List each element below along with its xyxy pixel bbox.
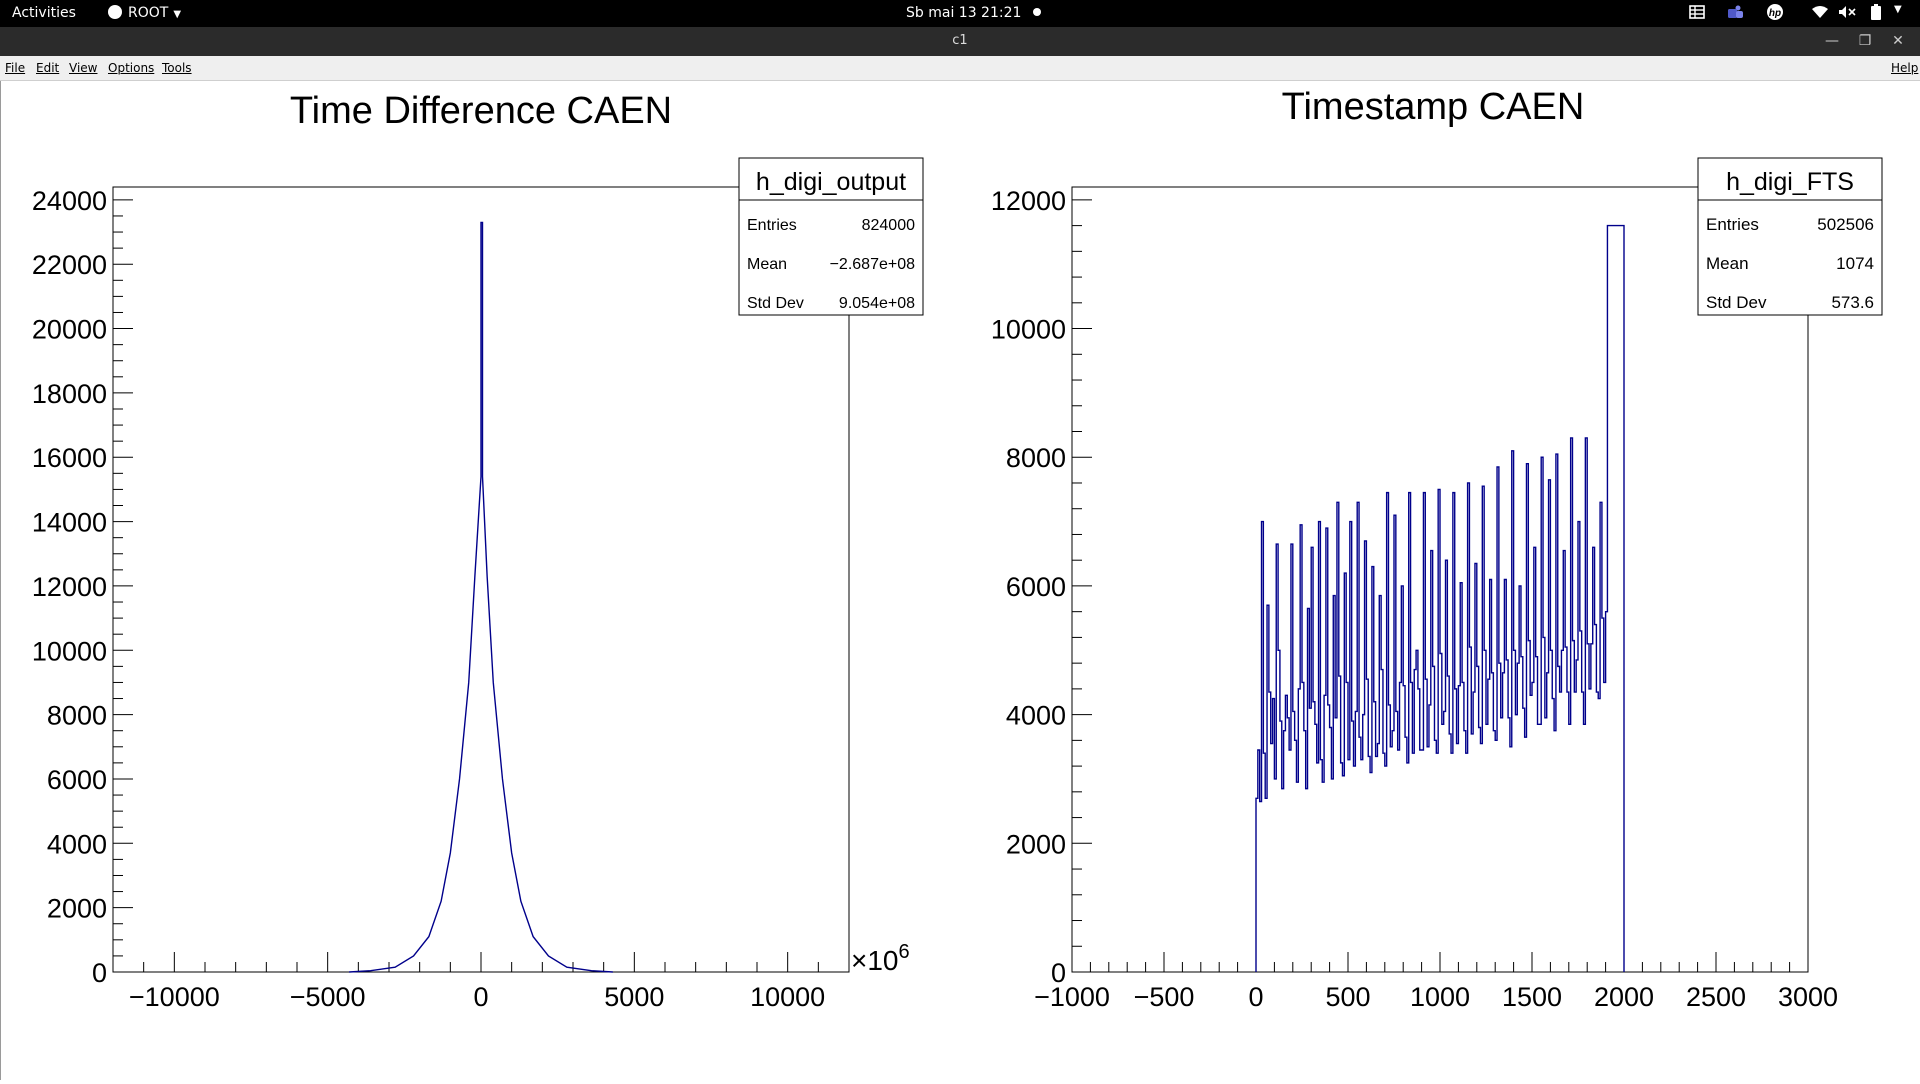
- wifi-icon[interactable]: [1812, 5, 1828, 23]
- chart-title: Time Difference CAEN: [290, 90, 672, 132]
- stats-row-value: 9.054e+08: [839, 295, 915, 312]
- window-title: c1: [952, 33, 968, 48]
- clock-label: Sb mai 13 21:21: [906, 5, 1022, 21]
- stats-box: h_digi_output Entries 824000 Mean −2.687e+08…: [738, 157, 924, 316]
- canvas-svg: −10000 −5000 0 5000 100000200040006000800010…: [32, 86, 1883, 1012]
- y-tick-label: 2000: [1006, 829, 1066, 859]
- caret-down-icon: ▼: [173, 9, 182, 20]
- system-menu-caret-icon[interactable]: ▼: [1894, 4, 1902, 15]
- maximize-button[interactable]: ❐: [1858, 33, 1872, 49]
- x-exponent-label: ×106: [851, 941, 910, 976]
- y-tick-label: 22000: [32, 250, 107, 280]
- stats-row-label: Mean: [747, 256, 787, 273]
- stats-row-value: 1074: [1836, 254, 1874, 273]
- stats-row-label: Std Dev: [1706, 293, 1767, 312]
- stats-box: h_digi_FTS Entries 502506 Mean 1074 Std Dev 57…: [1697, 157, 1883, 316]
- system-top-bar: Activities ROOT ▼ Sb mai 13 21:21 hp ▼: [0, 0, 1920, 27]
- app-menu[interactable]: ROOT ▼: [108, 5, 181, 21]
- y-tick-label: 2000: [47, 894, 107, 924]
- histogram-h-digi-fts: [1255, 224, 1625, 972]
- y-tick-label: 0: [92, 958, 107, 988]
- menu-edit[interactable]: Edit: [36, 61, 60, 75]
- x-tick-label: 0: [473, 982, 488, 1012]
- volume-muted-icon[interactable]: [1838, 5, 1856, 23]
- chart-title: Timestamp CAEN: [1282, 86, 1585, 128]
- menu-bar: File Edit View Options Tools Help: [0, 56, 1920, 81]
- x-tick-label: 500: [1325, 982, 1370, 1012]
- clock[interactable]: Sb mai 13 21:21: [906, 5, 1042, 21]
- tray-hp-icon[interactable]: hp: [1766, 3, 1784, 25]
- stats-name: h_digi_output: [756, 168, 906, 196]
- root-canvas[interactable]: −10000 −5000 0 5000 10000 0 2000 4000 6000 8000 10…: [0, 81, 1920, 1080]
- x-tick-label: −1000: [1034, 982, 1110, 1012]
- stats-box-frame: [1697, 157, 1883, 316]
- x-tick-label: 1000: [1410, 982, 1470, 1012]
- menu-tools[interactable]: Tools: [162, 61, 192, 75]
- y-tick-label: 18000: [32, 379, 107, 409]
- y-tick-label: 10000: [991, 315, 1066, 345]
- stats-box-frame: [738, 157, 924, 316]
- y-tick-label: 16000: [32, 443, 107, 473]
- y-tick-label: 4000: [1006, 701, 1066, 731]
- stats-row-label: Mean: [1706, 254, 1749, 273]
- svg-text:hp: hp: [1769, 8, 1781, 19]
- stats-row-value: 824000: [862, 217, 915, 234]
- stats-row-label: Entries: [1706, 215, 1759, 234]
- y-tick-label: 6000: [1006, 572, 1066, 602]
- x-tick-label: −10000: [129, 982, 220, 1012]
- x-tick-label: 3000: [1778, 982, 1838, 1012]
- y-tick-label: 12000: [32, 572, 107, 602]
- y-tick-label: 14000: [32, 508, 107, 538]
- stats-name: h_digi_FTS: [1726, 168, 1854, 196]
- exponent-base: ×10: [851, 945, 899, 976]
- exponent-power: 6: [899, 941, 910, 963]
- close-button[interactable]: ✕: [1892, 33, 1904, 49]
- y-tick-label: 12000: [991, 186, 1066, 216]
- y-tick-label: 6000: [47, 765, 107, 795]
- stats-row-label: Entries: [747, 217, 797, 234]
- root-app-icon: [108, 5, 122, 19]
- menu-view[interactable]: View: [69, 61, 98, 75]
- notification-dot-icon: [1033, 8, 1042, 16]
- menu-options[interactable]: Options: [108, 61, 155, 75]
- chart-time-difference: −10000 −5000 0 5000 10000 0 2000 4000 6000 8000 10…: [32, 90, 924, 1012]
- y-tick-label: 20000: [32, 315, 107, 345]
- menu-help[interactable]: Help: [1891, 61, 1919, 75]
- x-tick-label: 2000: [1594, 982, 1654, 1012]
- x-tick-label: 1500: [1502, 982, 1562, 1012]
- tray-teams-icon[interactable]: [1726, 4, 1744, 24]
- x-tick-label: −5000: [290, 982, 366, 1012]
- tray-grid-icon[interactable]: [1689, 4, 1705, 24]
- y-tick-label: 0: [1051, 958, 1066, 988]
- app-menu-label: ROOT: [128, 5, 169, 21]
- stats-row-value: 502506: [1817, 215, 1874, 234]
- menu-file[interactable]: File: [5, 61, 26, 75]
- y-tick-label: 10000: [32, 636, 107, 666]
- stats-row-value: 573.6: [1831, 293, 1874, 312]
- histogram-h-digi-output: [349, 221, 613, 973]
- minimize-button[interactable]: —: [1825, 33, 1839, 49]
- stats-row-label: Std Dev: [747, 295, 804, 312]
- y-tick-label: 4000: [47, 829, 107, 859]
- x-tick-label: 10000: [750, 982, 825, 1012]
- y-tick-label: 24000: [32, 186, 107, 216]
- battery-icon[interactable]: [1870, 4, 1882, 24]
- stats-row-value: −2.687e+08: [830, 256, 916, 273]
- chart-timestamp: −1000 −500 0 500 1000 1500 2000 2500 3000 0 2000 40…: [991, 86, 1883, 1012]
- x-tick-label: 0: [1248, 982, 1263, 1012]
- x-tick-label: 5000: [604, 982, 664, 1012]
- x-tick-label: 2500: [1686, 982, 1746, 1012]
- window-titlebar[interactable]: c1 — ❐ ✕: [0, 27, 1920, 56]
- x-tick-label: −500: [1134, 982, 1195, 1012]
- activities-button[interactable]: Activities: [12, 5, 76, 21]
- y-tick-label: 8000: [47, 701, 107, 731]
- y-tick-label: 8000: [1006, 443, 1066, 473]
